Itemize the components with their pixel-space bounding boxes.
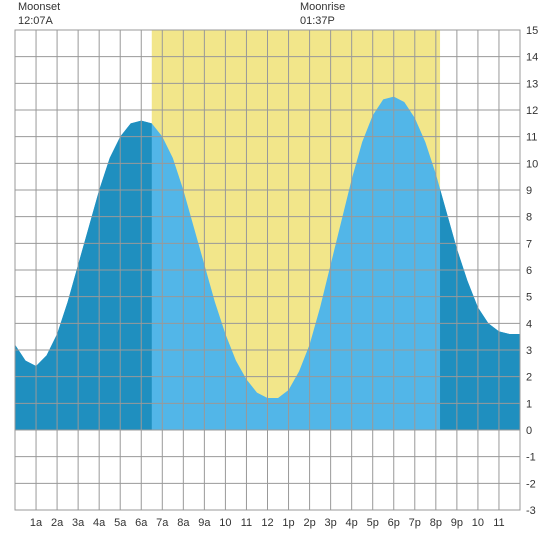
svg-text:10: 10 — [472, 517, 484, 529]
svg-text:12: 12 — [526, 105, 538, 117]
chart-svg: 1514131211109876543210-1-2-31a2a3a4a5a6a… — [0, 0, 550, 550]
svg-text:6: 6 — [526, 265, 532, 277]
svg-text:9: 9 — [526, 185, 532, 197]
svg-text:7a: 7a — [156, 517, 169, 529]
svg-text:7p: 7p — [409, 517, 421, 529]
svg-text:2: 2 — [526, 372, 532, 384]
svg-text:8p: 8p — [430, 517, 442, 529]
svg-text:-3: -3 — [526, 505, 536, 517]
moonset-time: 12:07A — [18, 14, 60, 28]
moonset-block: Moonset 12:07A — [18, 0, 60, 29]
svg-text:0: 0 — [526, 425, 532, 437]
svg-text:3a: 3a — [72, 517, 85, 529]
moonrise-time: 01:37P — [300, 14, 345, 28]
svg-text:12: 12 — [261, 517, 273, 529]
svg-text:13: 13 — [526, 78, 538, 90]
svg-text:-2: -2 — [526, 478, 536, 490]
svg-text:1p: 1p — [282, 517, 294, 529]
moonrise-block: Moonrise 01:37P — [300, 0, 345, 29]
svg-text:5p: 5p — [367, 517, 379, 529]
svg-text:7: 7 — [526, 238, 532, 250]
svg-text:-1: -1 — [526, 452, 536, 464]
moonset-label: Moonset — [18, 0, 60, 14]
svg-text:4a: 4a — [93, 517, 106, 529]
svg-text:11: 11 — [241, 517, 252, 529]
svg-text:1: 1 — [526, 398, 532, 410]
svg-text:1a: 1a — [30, 517, 43, 529]
svg-text:11: 11 — [526, 132, 537, 144]
svg-text:6p: 6p — [388, 517, 400, 529]
svg-text:10: 10 — [219, 517, 231, 529]
tide-chart: Moonset 12:07A Moonrise 01:37P 151413121… — [0, 0, 550, 550]
svg-text:2a: 2a — [51, 517, 64, 529]
svg-text:11: 11 — [493, 517, 504, 529]
svg-text:3: 3 — [526, 345, 532, 357]
svg-text:9a: 9a — [198, 517, 211, 529]
svg-text:9p: 9p — [451, 517, 463, 529]
svg-text:4p: 4p — [346, 517, 358, 529]
moonrise-label: Moonrise — [300, 0, 345, 14]
svg-text:2p: 2p — [303, 517, 315, 529]
svg-text:14: 14 — [526, 52, 538, 64]
svg-text:6a: 6a — [135, 517, 148, 529]
svg-text:8a: 8a — [177, 517, 190, 529]
svg-text:8: 8 — [526, 212, 532, 224]
svg-text:5a: 5a — [114, 517, 127, 529]
svg-text:10: 10 — [526, 158, 538, 170]
svg-text:4: 4 — [526, 318, 532, 330]
svg-text:5: 5 — [526, 292, 532, 304]
svg-text:3p: 3p — [325, 517, 337, 529]
svg-text:15: 15 — [526, 25, 538, 37]
